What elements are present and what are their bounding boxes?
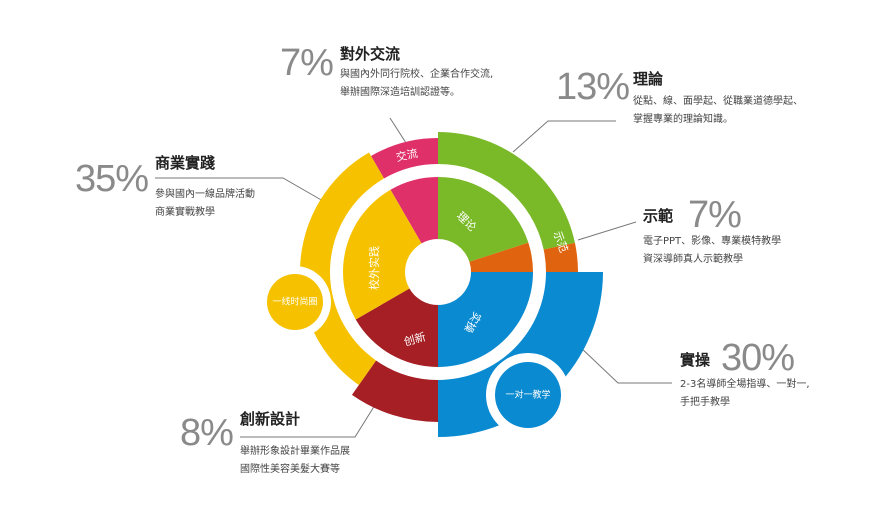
inner-pie-theory — [438, 177, 529, 262]
outer-ring-creative — [351, 360, 438, 423]
pie-label-creative: 创新 — [402, 329, 427, 348]
leader-line-business — [155, 177, 331, 206]
desc-business: 參與國內一線品牌活動 商業實戰教學 — [155, 189, 255, 218]
outer-ring-demo — [543, 242, 578, 272]
outer-ring-exchange — [371, 138, 438, 179]
title-demo: 示範 — [643, 207, 674, 225]
desc-demo: 電子PPT、影像、專業模特教學 資深導師真人示範教學 — [643, 236, 782, 265]
outer-ring-business — [300, 152, 384, 386]
pie-label-business: 校外实践 — [367, 246, 381, 290]
inner-pie-demo — [469, 242, 533, 272]
percent-theory: 13% — [556, 66, 630, 108]
leader-line-demo — [577, 221, 637, 241]
inner-pie-business — [343, 189, 422, 320]
percent-practice: 30% — [721, 337, 795, 379]
outer-ring-theory — [438, 132, 575, 250]
bubble-fashion — [267, 274, 323, 330]
title-practice: 實操 — [680, 351, 711, 369]
desc-creative: 舉辦形象設計畢業作品展 國際性美容美髮大賽等 — [240, 446, 350, 475]
leader-line-creative — [240, 404, 376, 438]
title-business: 商業實踐 — [155, 154, 216, 172]
title-creative: 創新設計 — [240, 410, 301, 428]
desc-theory: 從點、線、面學起、從職業道德學起、 掌握專業的理論知識。 — [633, 96, 803, 125]
leader-line-exchange — [389, 117, 409, 147]
bubble-label-fashion: 一线时尚圈 — [272, 296, 317, 308]
title-exchange: 對外交流 — [340, 45, 401, 63]
desc-exchange: 與國內外同行院校、企業合作交流, 舉辦國際深造培訓認證等。 — [340, 69, 494, 98]
inner-pie-exchange — [390, 177, 438, 244]
percent-business: 35% — [75, 158, 149, 200]
leader-line-practice — [577, 344, 672, 384]
desc-practice: 2-3名導師全場指導、一對一, 手把手教學 — [680, 379, 810, 408]
inner-pie-creative — [355, 288, 438, 367]
bubble-label-one-on-one: 一对一教学 — [505, 389, 550, 401]
inner-pie-practice — [438, 272, 533, 367]
percent-demo: 7% — [688, 194, 742, 236]
title-theory: 理論 — [633, 70, 664, 88]
leader-line-theory — [512, 120, 616, 153]
bubble-one-on-one — [495, 362, 561, 428]
ring-label-exchange: 交流 — [395, 146, 419, 164]
percent-creative: 8% — [180, 412, 234, 454]
percent-exchange: 7% — [280, 42, 334, 84]
